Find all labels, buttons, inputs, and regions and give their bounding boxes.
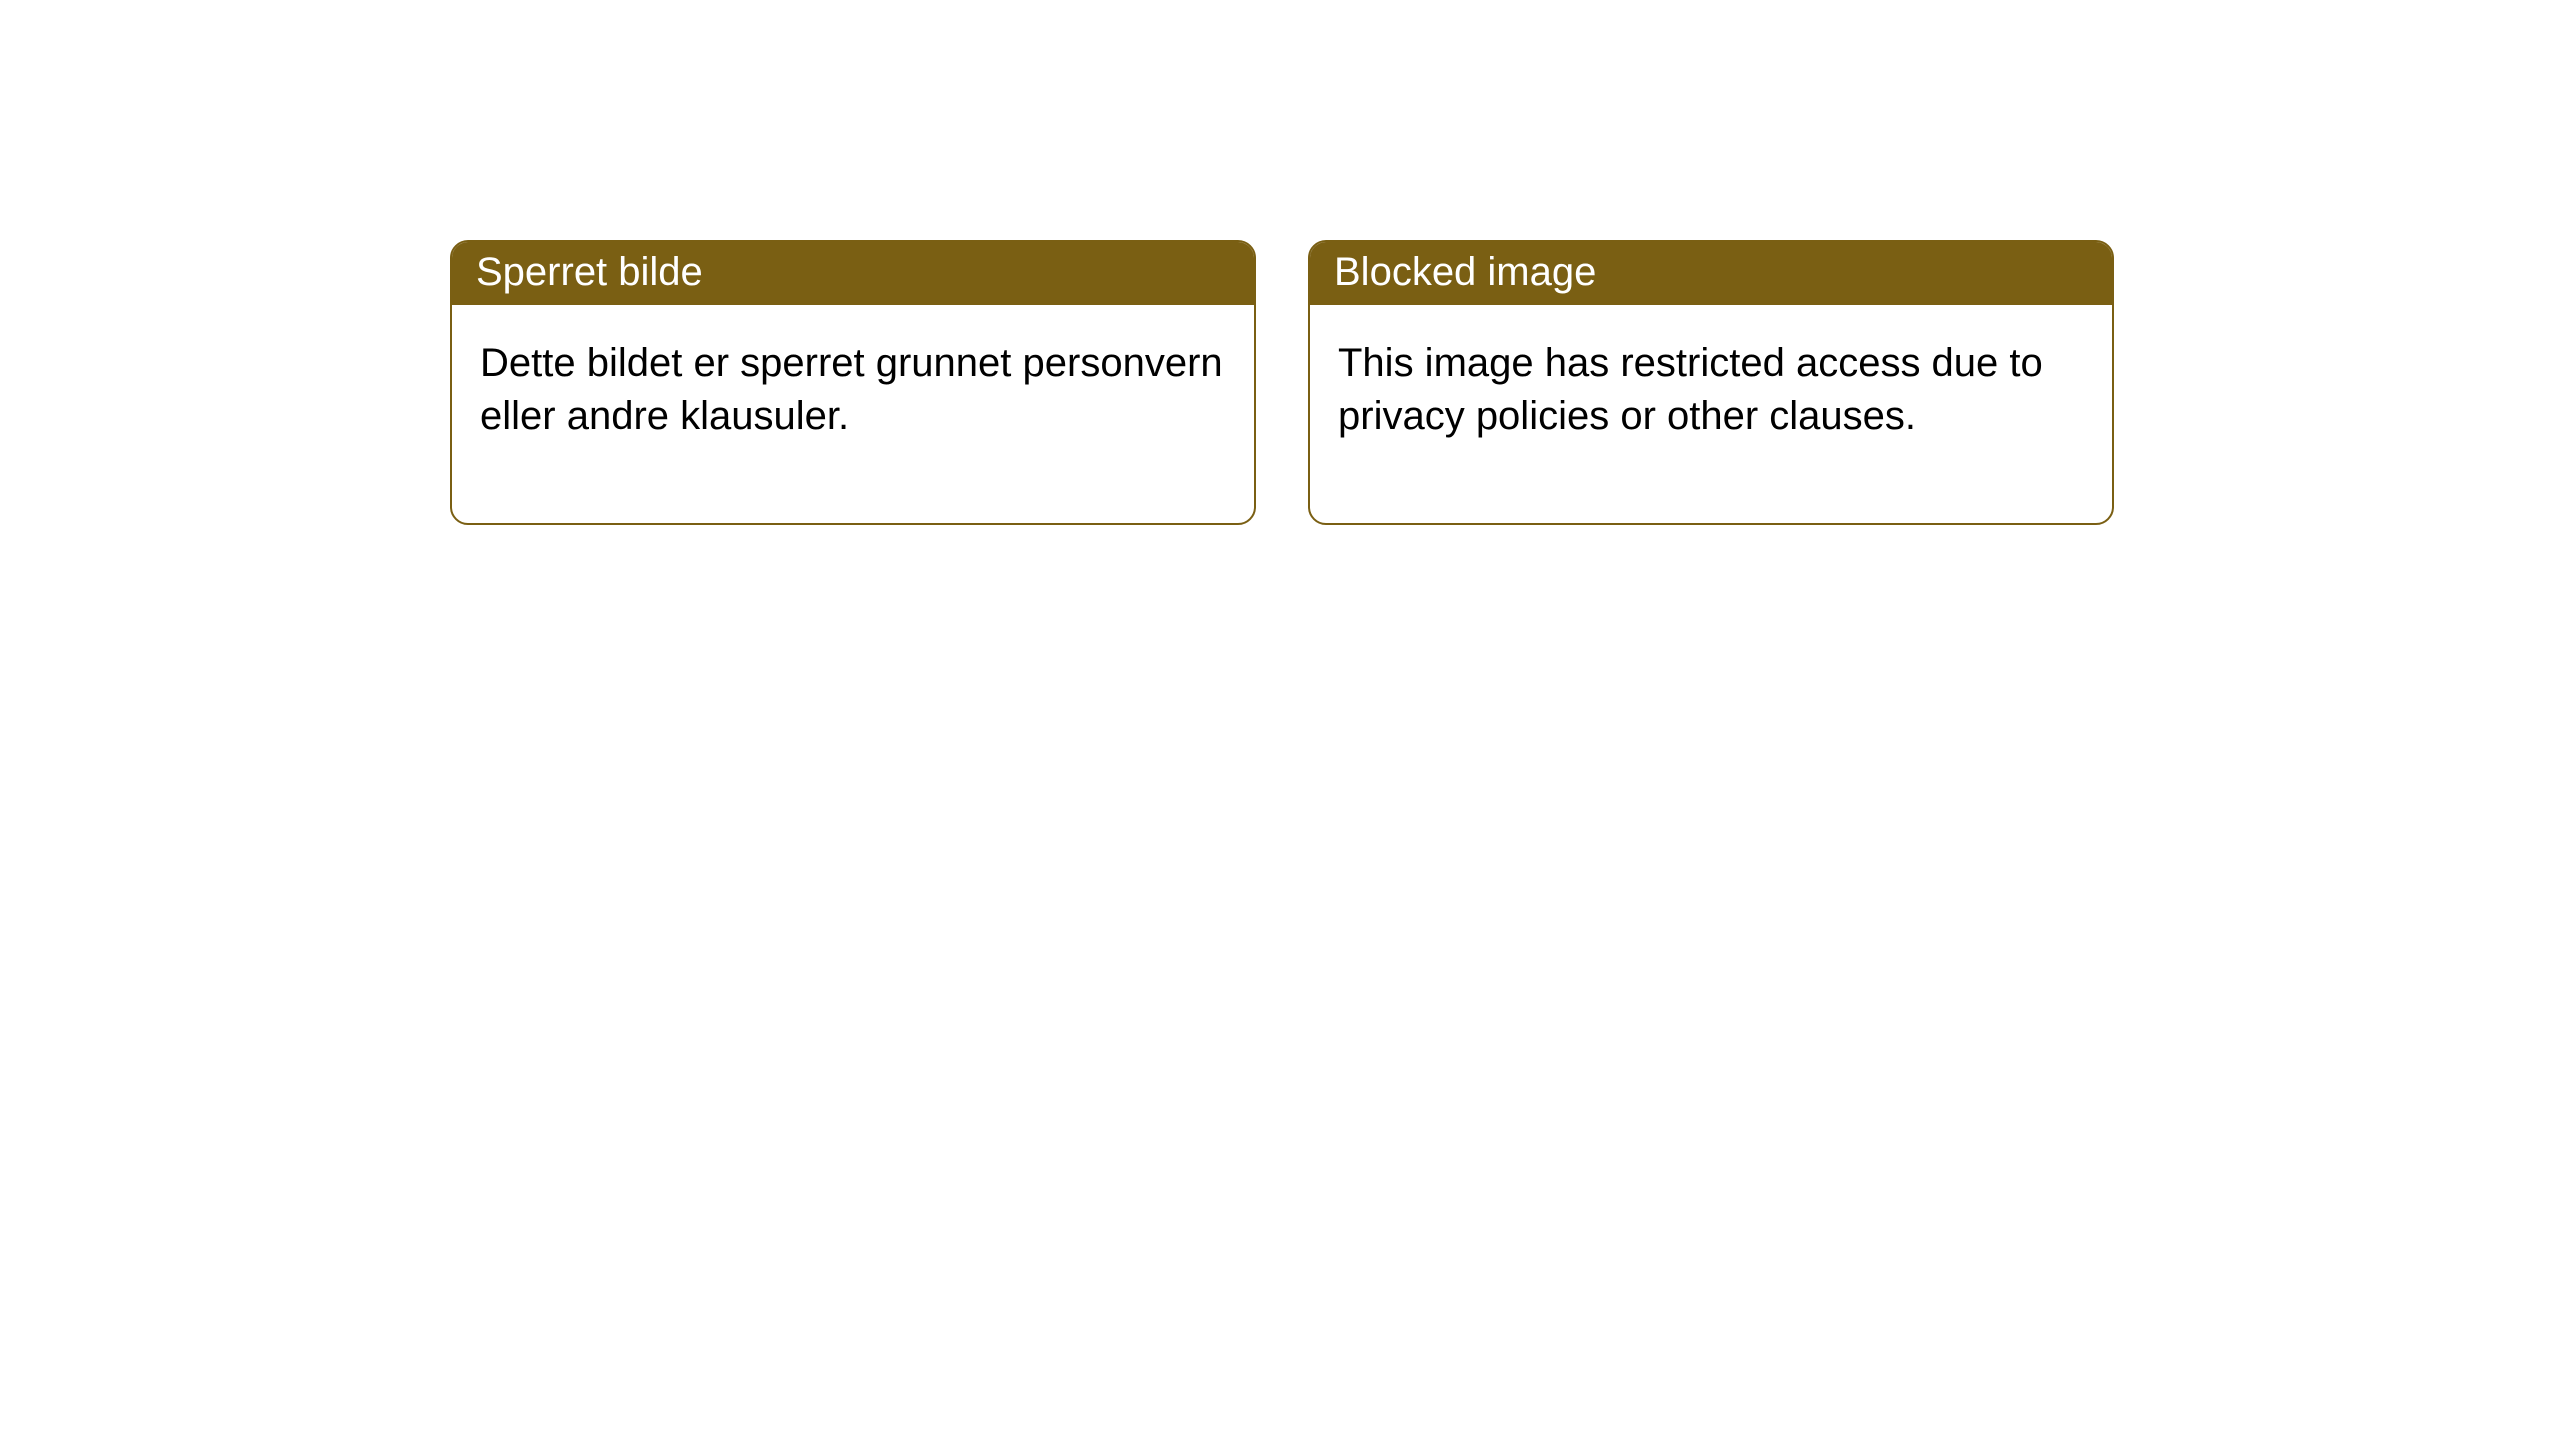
notice-container: Sperret bilde Dette bildet er sperret gr… (0, 0, 2560, 525)
notice-body: This image has restricted access due to … (1310, 305, 2112, 523)
notice-header: Blocked image (1310, 242, 2112, 305)
notice-header: Sperret bilde (452, 242, 1254, 305)
notice-card-norwegian: Sperret bilde Dette bildet er sperret gr… (450, 240, 1256, 525)
notice-body: Dette bildet er sperret grunnet personve… (452, 305, 1254, 523)
notice-card-english: Blocked image This image has restricted … (1308, 240, 2114, 525)
